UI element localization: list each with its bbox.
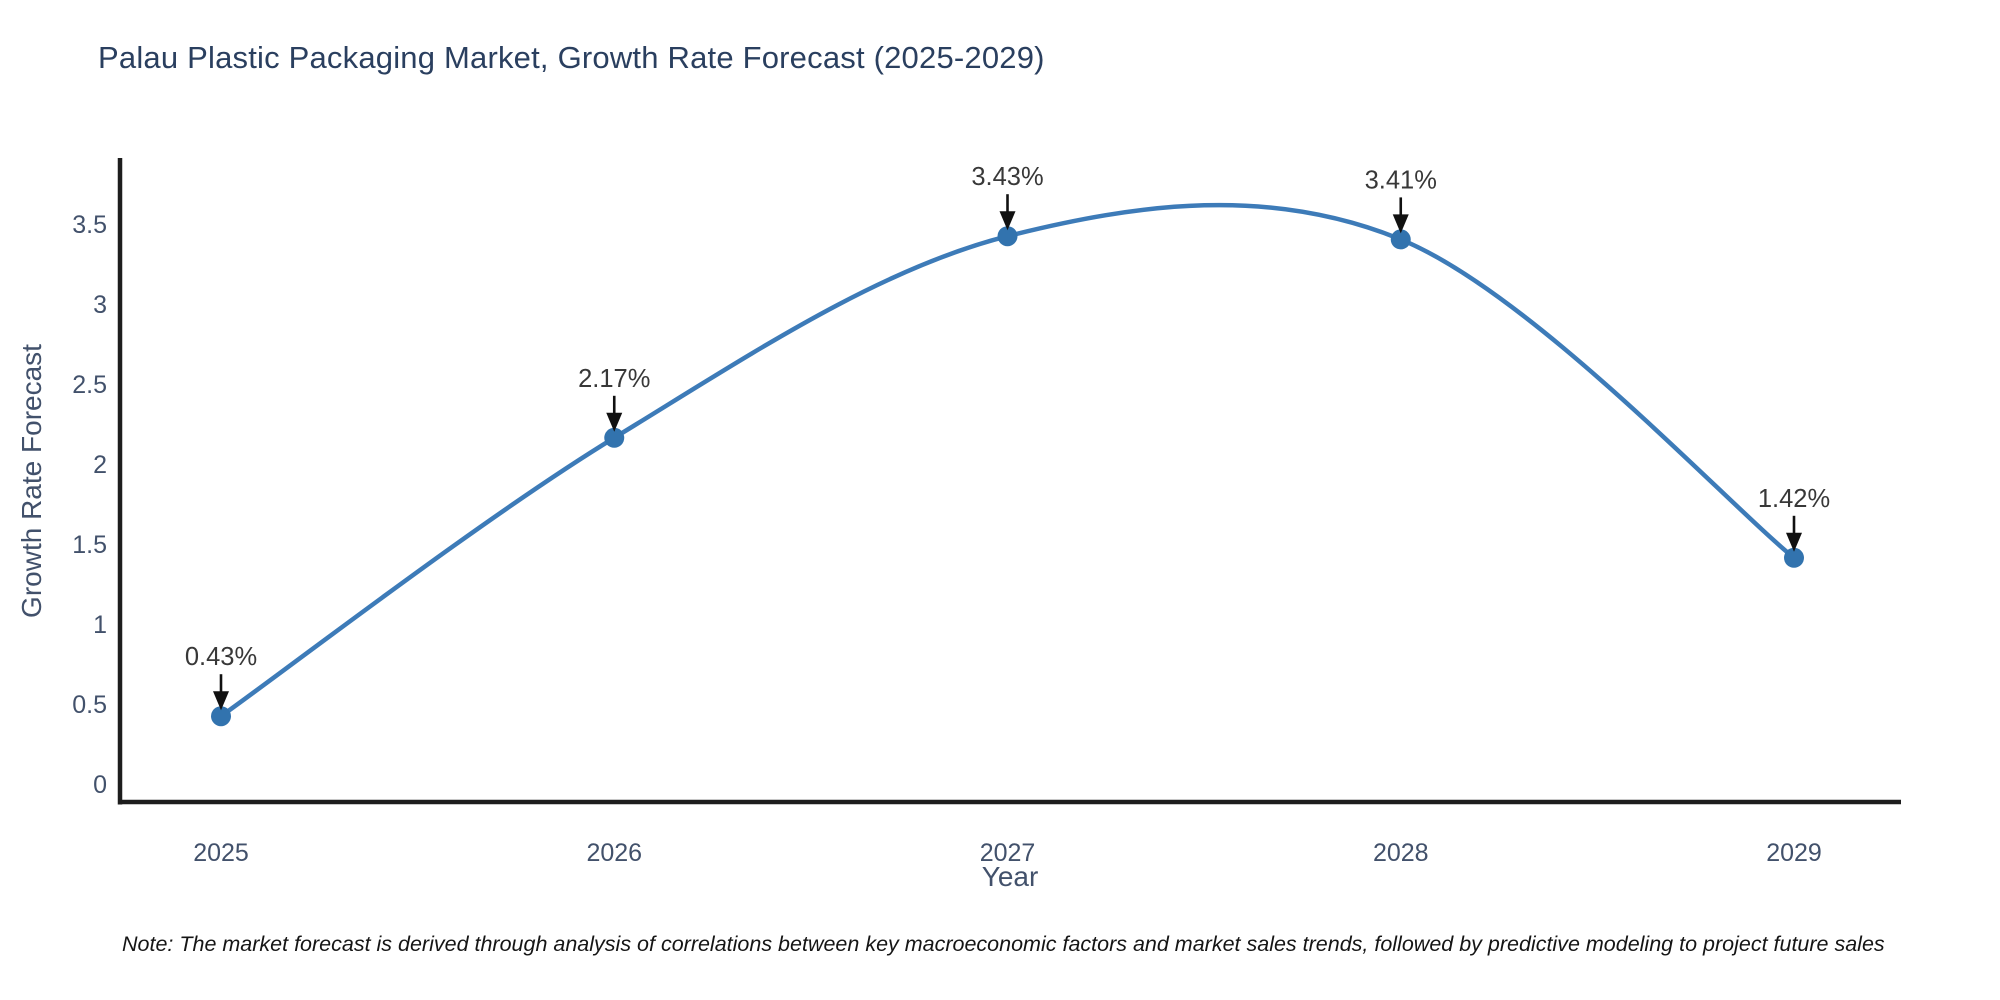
data-point-marker [211, 706, 231, 727]
data-point-marker [997, 226, 1018, 247]
y-axis-title: Growth Rate Forecast [16, 344, 47, 618]
footnote-text: Note: The market forecast is derived thr… [122, 932, 1885, 956]
annotation-arrowhead-icon [999, 211, 1016, 231]
x-tick-label: 2026 [586, 839, 642, 867]
data-point-marker [1390, 229, 1411, 250]
annotation-label: 3.43% [971, 163, 1043, 191]
trend-line [218, 202, 1797, 719]
chart-title: Palau Plastic Packaging Market, Growth R… [98, 40, 1045, 75]
annotation-arrowhead-icon [606, 412, 623, 432]
data-point-marker [1784, 547, 1804, 568]
x-tick-label: 2027 [980, 839, 1036, 867]
annotation-arrowhead-icon [1392, 214, 1409, 234]
annotation-label: 1.42% [1758, 485, 1830, 513]
y-tick-label: 3 [93, 291, 107, 319]
y-tick-label: 2.5 [72, 371, 107, 399]
x-tick-label: 2028 [1373, 839, 1429, 867]
annotation-arrowhead-icon [213, 691, 229, 711]
y-tick-label: 0.5 [72, 691, 107, 719]
annotation-label: 0.43% [185, 643, 257, 671]
y-tick-label: 2 [93, 451, 107, 479]
annotation-label: 3.41% [1365, 166, 1437, 194]
annotation-arrowhead-icon [1786, 532, 1802, 552]
x-axis-title: Year [981, 861, 1039, 892]
y-tick-label: 1 [93, 611, 107, 639]
y-tick-label: 1.5 [72, 531, 107, 559]
x-tick-label: 2029 [1766, 839, 1822, 867]
data-point-marker [604, 427, 625, 448]
y-tick-label: 0 [93, 771, 107, 799]
x-tick-label: 2025 [193, 839, 249, 867]
y-tick-label: 3.5 [72, 211, 107, 239]
annotation-label: 2.17% [578, 365, 650, 393]
